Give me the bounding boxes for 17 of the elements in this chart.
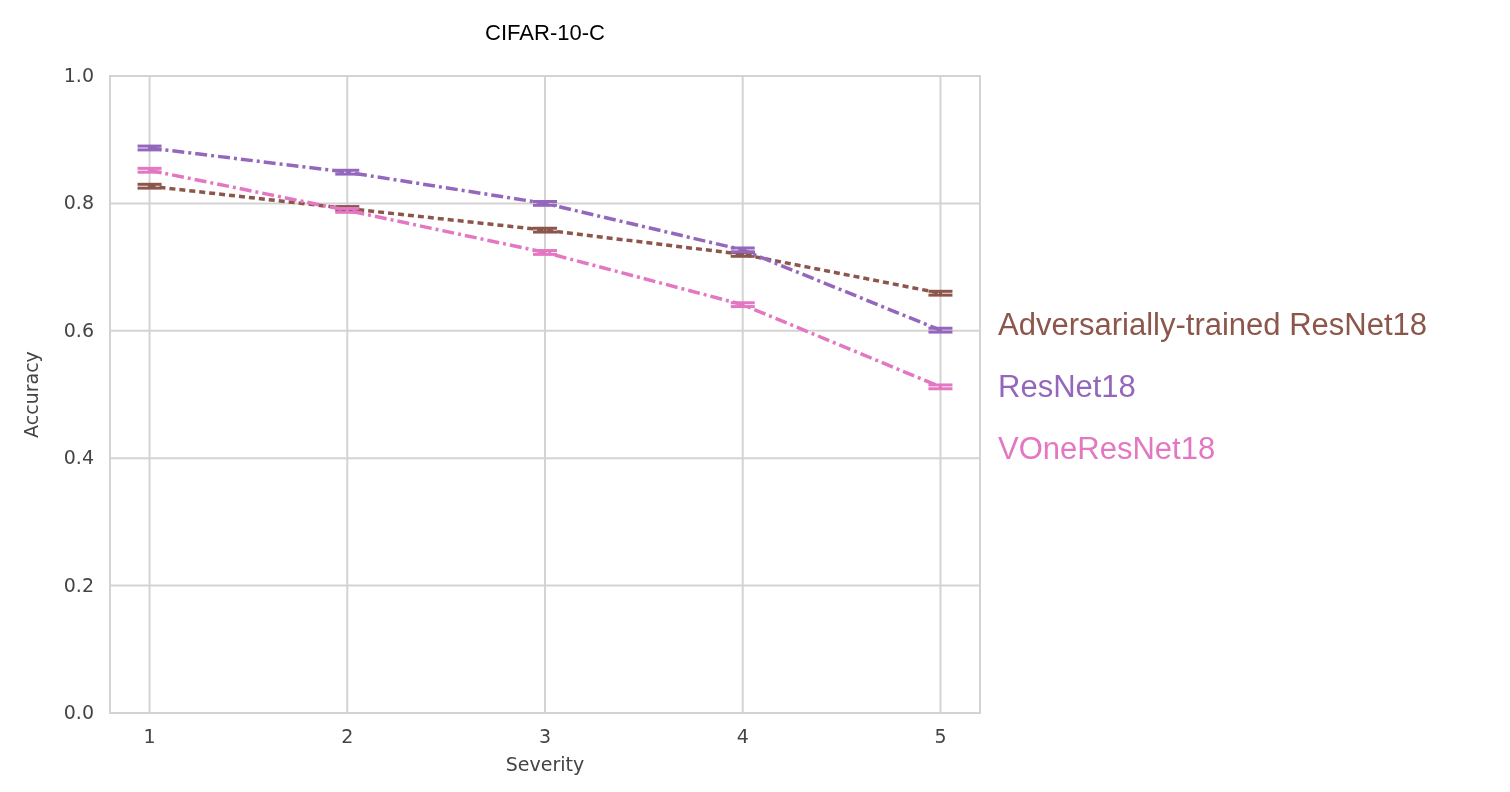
x-tick-label: 3 (538, 725, 552, 747)
x-tick-label: 2 (341, 725, 354, 747)
x-axis-title: Severity (505, 753, 585, 775)
x-tick-label: 1 (143, 725, 156, 747)
x-tick-label: 5 (934, 725, 947, 747)
y-tick-label: 0.4 (63, 446, 94, 469)
series-label: Adversarially-trained ResNet18 (998, 306, 1428, 342)
y-axis-title: Accuracy (20, 351, 42, 438)
y-tick-label: 0.6 (63, 318, 94, 341)
y-tick-label: 0.2 (63, 573, 94, 596)
y-tick-label: 0.0 (63, 701, 94, 723)
y-tick-label: 1.0 (63, 64, 94, 86)
chart-title: CIFAR-10-C (485, 20, 606, 45)
text: VOneResNet18 (998, 430, 1216, 466)
text: ResNet18 (998, 368, 1136, 404)
y-tick-label: 0.8 (63, 191, 94, 214)
x-tick-label: 4 (736, 725, 749, 747)
